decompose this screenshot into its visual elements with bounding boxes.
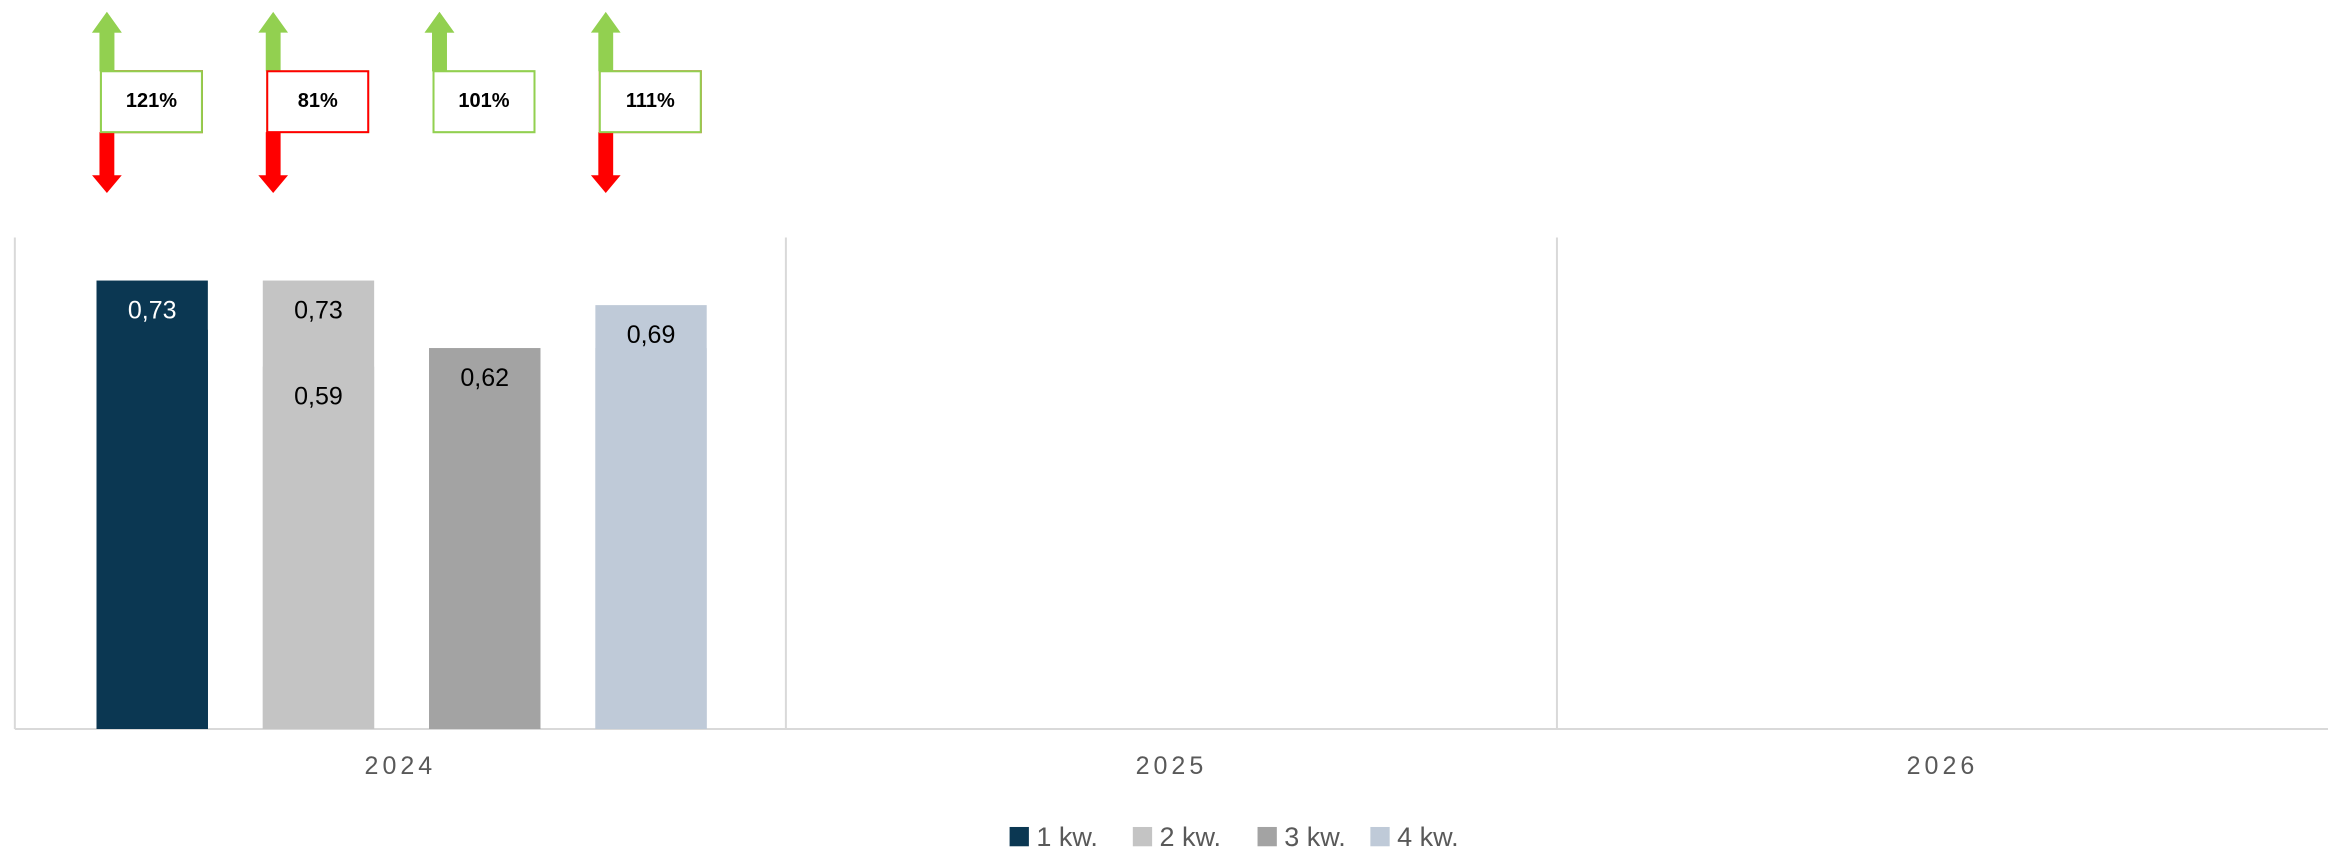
legend-swatch	[1257, 826, 1277, 847]
up-arrow	[258, 11, 289, 72]
bar	[96, 280, 208, 729]
value-label: 0,73	[294, 296, 343, 324]
legend-swatch	[1132, 826, 1153, 847]
up-arrow	[424, 11, 455, 72]
up-arrow	[590, 11, 621, 72]
down-arrow	[92, 132, 122, 194]
x-tick-label: 2024	[365, 752, 437, 780]
legend-swatch	[1370, 826, 1390, 847]
legend-swatch	[1009, 826, 1029, 847]
annotation-label: 121%	[126, 90, 177, 112]
x-tick-label: 2026	[1907, 752, 1979, 780]
legend-label: 4 kw.	[1397, 822, 1459, 852]
annotation-box	[432, 70, 536, 134]
down-arrow	[590, 132, 621, 194]
legend-label: 3 kw.	[1284, 822, 1346, 852]
legend-label: 1 kw.	[1036, 822, 1098, 852]
bar	[429, 348, 541, 729]
annotation-box	[598, 70, 702, 134]
annotation-label: 101%	[458, 90, 509, 112]
bar	[595, 305, 707, 729]
down-arrow	[258, 132, 289, 194]
up-arrow	[92, 11, 122, 72]
value-label: 0,59	[294, 382, 343, 410]
annotation-label: 111%	[626, 90, 675, 112]
annotation-label: 81%	[298, 90, 338, 112]
legend-label: 2 kw.	[1160, 822, 1222, 852]
x-tick-label: 2025	[1136, 752, 1208, 780]
annotation-box	[266, 70, 370, 134]
value-label: 0,69	[627, 321, 676, 349]
bar	[262, 366, 375, 729]
annotation-box	[99, 70, 203, 134]
value-label: 0,73	[128, 296, 177, 324]
value-label: 0,62	[460, 364, 509, 392]
